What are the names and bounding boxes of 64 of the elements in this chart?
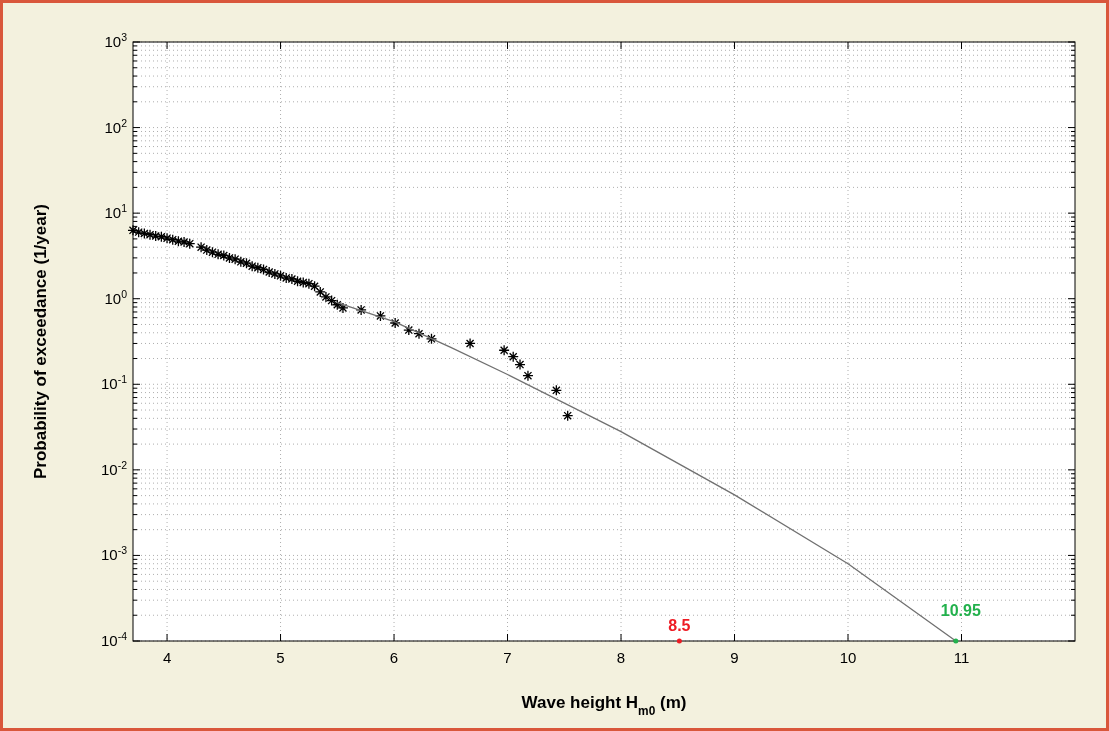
x-tick-label: 8 — [616, 649, 626, 666]
annotation: 8.5 — [668, 617, 691, 634]
x-tick-label: 4 — [162, 649, 172, 666]
point — [257, 263, 270, 276]
y-tick-label: 10$^{1}$ — [104, 202, 128, 222]
point — [314, 286, 326, 298]
point — [218, 249, 230, 262]
point — [355, 304, 367, 316]
point — [133, 226, 145, 238]
point — [562, 410, 574, 422]
point — [144, 229, 156, 241]
point — [252, 262, 264, 274]
y-tick-label: 10$^{2}$ — [104, 116, 128, 136]
x-tick-label: 5 — [276, 649, 285, 666]
y-tick-label: 10$^{3}$ — [104, 31, 128, 50]
point — [522, 370, 534, 382]
point — [280, 272, 292, 284]
y-tick-label: 10$^{-4}$ — [100, 630, 128, 649]
point — [184, 238, 196, 250]
point — [337, 302, 349, 314]
point — [308, 280, 321, 292]
point — [403, 324, 415, 336]
point — [514, 358, 526, 371]
point — [413, 328, 425, 340]
point — [155, 231, 168, 243]
y-tick-label: 10$^{-2}$ — [100, 458, 128, 478]
x-tick-label: 10 — [839, 649, 857, 666]
point — [235, 256, 247, 268]
y-tick-label: 10$^{-1}$ — [100, 373, 128, 393]
point — [507, 351, 519, 363]
x-tick-label: 9 — [730, 649, 739, 666]
point — [464, 337, 476, 350]
x-axis-title: Wave height H$_{m0}$ (m) — [521, 693, 687, 718]
point — [374, 310, 387, 322]
point — [274, 270, 287, 282]
point — [263, 266, 275, 278]
point — [212, 248, 224, 260]
point — [127, 224, 139, 236]
point — [303, 278, 315, 290]
point — [206, 246, 219, 258]
x-tick-label: 11 — [953, 649, 970, 666]
point — [167, 234, 179, 246]
x-tick-label: 7 — [503, 649, 512, 666]
point — [286, 273, 298, 285]
x-tick-label: 6 — [389, 649, 399, 666]
annotation: 10.95 — [940, 602, 981, 619]
point — [550, 384, 562, 396]
point — [246, 260, 258, 272]
point — [161, 232, 173, 244]
point — [498, 344, 510, 356]
y-axis-title: Probability of exceedance (1/year) — [31, 204, 50, 479]
point — [320, 291, 332, 303]
point — [201, 244, 213, 256]
point — [325, 294, 338, 307]
point — [425, 333, 438, 345]
y-tick-label: 10$^{-3}$ — [100, 544, 128, 564]
y-tick-label: 10$^{0}$ — [104, 287, 128, 307]
point — [240, 257, 253, 269]
point — [269, 268, 281, 280]
point — [331, 299, 343, 311]
point — [389, 317, 401, 329]
point — [291, 275, 304, 287]
point — [223, 252, 236, 264]
point — [195, 241, 207, 253]
